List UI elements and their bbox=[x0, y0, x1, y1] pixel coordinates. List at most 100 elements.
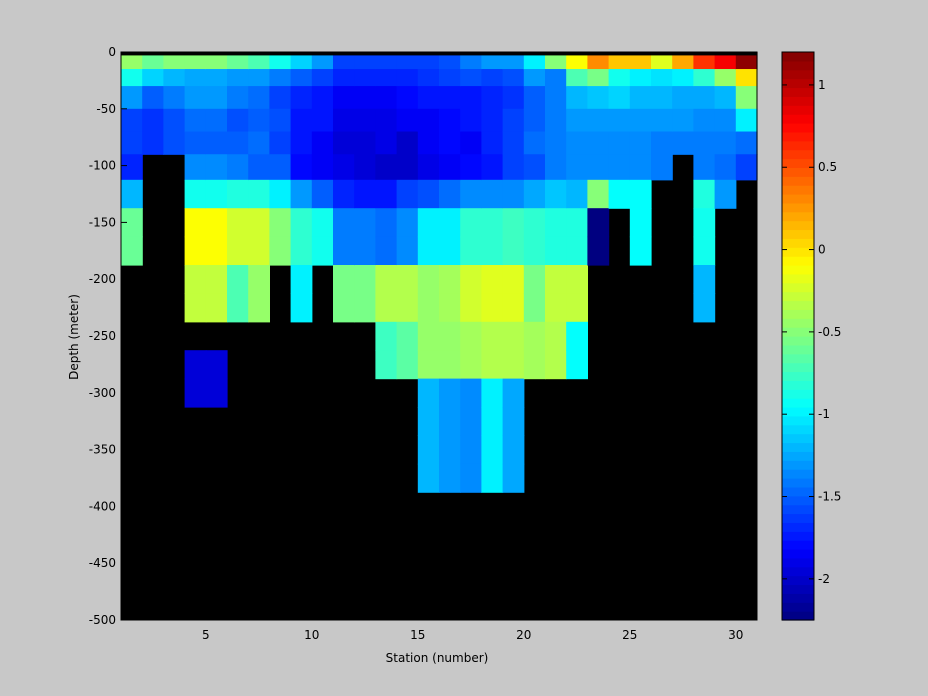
heatmap-cell bbox=[566, 208, 588, 238]
heatmap-cell bbox=[248, 154, 270, 181]
colorbar-segment bbox=[782, 478, 814, 488]
heatmap-cell bbox=[439, 52, 461, 70]
heatmap-cell bbox=[693, 69, 716, 87]
heatmap-cell bbox=[460, 463, 482, 493]
heatmap-cell bbox=[205, 52, 228, 70]
heatmap-cell bbox=[587, 236, 610, 266]
heatmap-cell bbox=[481, 378, 504, 408]
x-axis-label: Station (number) bbox=[386, 651, 489, 665]
heatmap-cell bbox=[651, 154, 673, 181]
heatmap-cell bbox=[248, 293, 270, 323]
heatmap-cell bbox=[714, 52, 737, 70]
heatmap-cell bbox=[672, 52, 694, 70]
x-tick-label: 15 bbox=[410, 628, 425, 642]
heatmap-cell bbox=[354, 154, 376, 181]
colorbar-segment bbox=[782, 531, 814, 541]
heatmap-cell bbox=[375, 321, 398, 351]
heatmap-cell bbox=[121, 52, 143, 70]
heatmap-cell bbox=[333, 108, 355, 133]
heatmap-cell bbox=[714, 86, 737, 110]
colorbar-tick-label: 1 bbox=[818, 78, 826, 92]
heatmap-cell bbox=[396, 208, 419, 238]
heatmap-cell bbox=[227, 108, 249, 133]
heatmap-cell bbox=[184, 236, 207, 266]
colorbar-segment bbox=[782, 318, 814, 328]
heatmap-cell bbox=[735, 69, 758, 87]
heatmap-cell bbox=[311, 52, 334, 70]
colorbar-segment bbox=[782, 433, 814, 444]
heatmap-cell bbox=[354, 108, 376, 133]
heatmap-cell bbox=[205, 154, 228, 181]
heatmap-cell bbox=[587, 179, 610, 209]
colorbar-segment bbox=[782, 220, 814, 231]
heatmap-cell bbox=[460, 378, 482, 408]
heatmap-cell bbox=[248, 86, 270, 110]
heatmap-cell bbox=[502, 131, 525, 155]
heatmap-cell bbox=[693, 154, 716, 181]
heatmap-cell bbox=[311, 179, 334, 209]
heatmap-cell bbox=[439, 293, 461, 323]
heatmap-cell bbox=[502, 69, 525, 87]
colorbar-segment bbox=[782, 247, 814, 257]
heatmap-cell bbox=[714, 131, 737, 155]
heatmap-cell bbox=[163, 108, 186, 133]
heatmap-cell bbox=[311, 154, 334, 181]
heatmap-cell bbox=[396, 69, 419, 87]
heatmap-cell bbox=[566, 131, 588, 155]
heatmap-cell bbox=[375, 350, 398, 380]
heatmap-cell bbox=[396, 265, 419, 294]
colorbar-tick-label: -1 bbox=[818, 407, 830, 421]
heatmap-cell bbox=[608, 131, 631, 155]
heatmap-cell bbox=[502, 236, 525, 266]
colorbar-segment bbox=[782, 158, 814, 168]
heatmap-cell bbox=[523, 131, 546, 155]
heatmap-cell bbox=[248, 265, 270, 294]
heatmap-cell bbox=[735, 131, 758, 155]
colorbar-ticks: 1 0.5 0 -0.5 -1 -1.5 -2 bbox=[782, 78, 841, 586]
heatmap-cell bbox=[333, 154, 355, 181]
colorbar-tick-label: -0.5 bbox=[818, 325, 841, 339]
heatmap-cell bbox=[417, 350, 440, 380]
colorbar-segment bbox=[782, 362, 814, 373]
colorbar-segment bbox=[782, 60, 814, 71]
colorbar-segment bbox=[782, 176, 814, 186]
heatmap-cell bbox=[523, 52, 546, 70]
colorbar-segment bbox=[782, 309, 814, 319]
heatmap-cell bbox=[333, 86, 355, 110]
heatmap-cell bbox=[439, 179, 461, 209]
top-band bbox=[121, 52, 757, 56]
heatmap-cell bbox=[481, 69, 504, 87]
heatmap-cell bbox=[523, 293, 546, 323]
heatmap-cell bbox=[333, 265, 355, 294]
heatmap-cell bbox=[481, 293, 504, 323]
y-tick-label: -50 bbox=[96, 102, 116, 116]
y-tick-label: -250 bbox=[89, 329, 116, 343]
colorbar-segment bbox=[782, 300, 814, 310]
heatmap-cell bbox=[121, 208, 143, 238]
heatmap-cell bbox=[121, 236, 143, 266]
y-tick-label: 0 bbox=[108, 45, 116, 59]
heatmap-cell bbox=[142, 131, 164, 155]
heatmap-cell bbox=[205, 265, 228, 294]
heatmap-cell bbox=[460, 154, 482, 181]
heatmap-cell bbox=[545, 208, 567, 238]
heatmap-cell bbox=[227, 179, 249, 209]
heatmap-cell bbox=[396, 108, 419, 133]
colorbar-segment bbox=[782, 229, 814, 239]
heatmap-cell bbox=[481, 154, 504, 181]
heatmap-cell bbox=[566, 69, 588, 87]
heatmap-cell bbox=[735, 108, 758, 133]
heatmap-cell bbox=[227, 293, 249, 323]
heatmap-cell bbox=[417, 265, 440, 294]
heatmap-cell bbox=[396, 179, 419, 209]
heatmap-cell bbox=[205, 378, 228, 408]
heatmap-cell bbox=[375, 179, 398, 209]
heatmap-cell bbox=[587, 208, 610, 238]
heatmap-cell bbox=[269, 236, 292, 266]
heatmap-cell bbox=[375, 154, 398, 181]
x-tick-label: 5 bbox=[202, 628, 210, 642]
colorbar-segment bbox=[782, 202, 814, 213]
heatmap-cell bbox=[184, 154, 207, 181]
heatmap-cell bbox=[269, 86, 292, 110]
heatmap-cell bbox=[333, 52, 355, 70]
